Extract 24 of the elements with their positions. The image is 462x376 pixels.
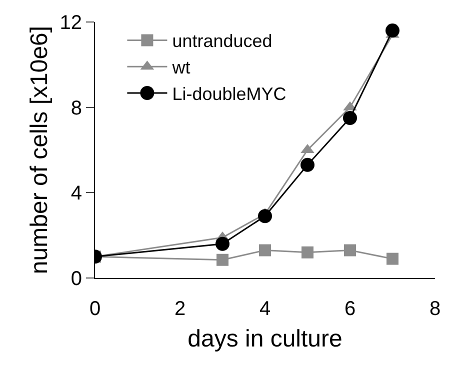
x-tick-label: 0 — [89, 298, 101, 320]
point — [386, 24, 400, 38]
point — [216, 236, 230, 251]
y-tick-label: 0 — [70, 268, 82, 290]
legend-label: untranduced — [172, 31, 272, 52]
y-tick-label: 12 — [60, 12, 82, 34]
point — [302, 246, 314, 258]
legend-label: wt — [171, 58, 190, 78]
point — [300, 158, 314, 172]
point — [386, 252, 398, 265]
point — [259, 244, 271, 256]
point — [216, 254, 228, 266]
y-axis-title: number of cells [x10e6] — [26, 26, 53, 274]
x-tick-label: 6 — [344, 298, 356, 320]
y-tick-label: 4 — [70, 182, 82, 205]
point — [343, 111, 357, 125]
x-tick-label: 4 — [259, 298, 271, 320]
point — [258, 209, 272, 224]
x-axis-title: days in culture — [188, 325, 342, 352]
legend-label: Li-doubleMYC — [172, 84, 286, 104]
point — [344, 244, 356, 256]
x-tick-label: 2 — [174, 298, 186, 320]
x-tick-label: 8 — [429, 298, 441, 320]
y-tick-label: 8 — [70, 97, 82, 120]
